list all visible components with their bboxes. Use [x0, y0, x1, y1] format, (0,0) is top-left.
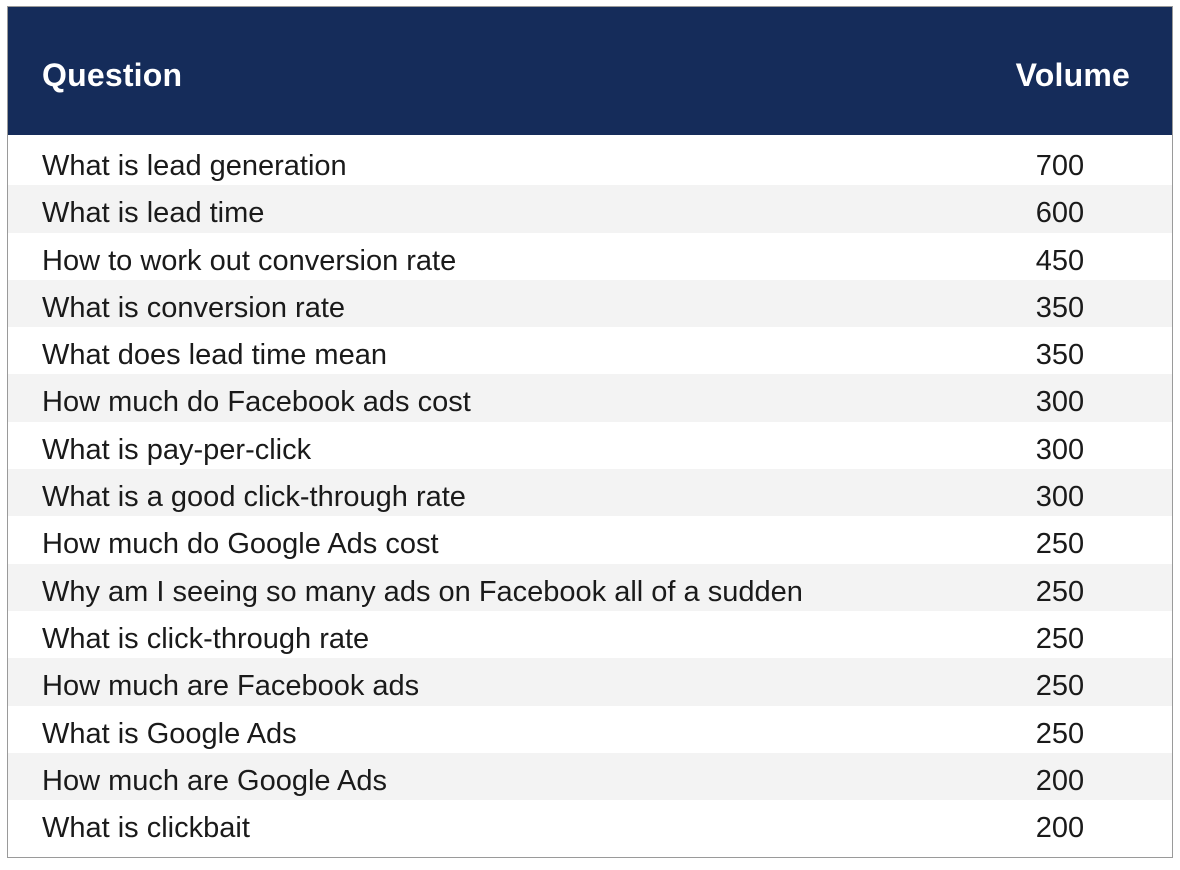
question-cell: How much do Facebook ads cost [42, 386, 471, 419]
column-header-question: Question [42, 57, 183, 93]
volume-cell: 250 [1035, 670, 1085, 703]
question-cell: What is Google Ads [42, 717, 297, 750]
table-header: Question Volume [8, 7, 1172, 135]
question-cell: How to work out conversion rate [42, 244, 457, 277]
volume-cell: 200 [1035, 764, 1085, 797]
volume-cell: 250 [1035, 575, 1085, 608]
table-body: What is lead generation 700 What is lead… [8, 135, 1172, 847]
volume-cell: 350 [1035, 291, 1085, 324]
question-cell: What is pay-per-click [42, 433, 312, 466]
table-row: What is click-through rate 250 [8, 611, 1172, 658]
table-row: What is Google Ads 250 [8, 706, 1172, 753]
table-row: What is lead generation 700 [8, 138, 1172, 185]
question-cell: What does lead time mean [42, 339, 387, 372]
volume-table: Question Volume What is lead generation … [7, 6, 1173, 858]
table-row: What is a good click-through rate 300 [8, 469, 1172, 517]
table-row: How much are Facebook ads 250 [8, 658, 1172, 706]
volume-cell: 300 [1035, 386, 1085, 419]
volume-cell: 200 [1035, 812, 1085, 845]
table-row: What is pay-per-click 300 [8, 422, 1172, 469]
question-cell: How much do Google Ads cost [42, 528, 439, 561]
question-cell: What is a good click-through rate [42, 481, 466, 514]
volume-cell: 250 [1035, 528, 1085, 561]
table-row: Why am I seeing so many ads on Facebook … [8, 563, 1172, 611]
table-row: How much are Google Ads 200 [8, 752, 1172, 801]
volume-cell: 250 [1035, 717, 1085, 750]
table-row: How much do Google Ads cost 250 [8, 516, 1172, 563]
volume-cell: 350 [1035, 339, 1085, 372]
volume-cell: 300 [1035, 481, 1085, 514]
volume-cell: 450 [1035, 244, 1085, 277]
question-cell: How much are Google Ads [42, 764, 387, 797]
table-row: How much do Facebook ads cost 300 [8, 374, 1172, 422]
question-cell: What is clickbait [42, 812, 250, 845]
volume-cell: 700 [1035, 150, 1085, 182]
volume-cell: 600 [1035, 197, 1085, 230]
question-cell: What is conversion rate [42, 291, 346, 324]
column-header-volume: Volume [1015, 57, 1130, 93]
table-row: What is clickbait 200 [8, 800, 1172, 847]
question-cell: Why am I seeing so many ads on Facebook … [42, 575, 803, 608]
table-row: What does lead time mean 350 [8, 327, 1172, 374]
question-cell: What is lead time [42, 197, 265, 230]
volume-cell: 300 [1035, 433, 1085, 466]
table-row: What is lead time 600 [8, 185, 1172, 233]
volume-cell: 250 [1035, 622, 1085, 655]
question-cell: How much are Facebook ads [42, 670, 420, 703]
table-row: What is conversion rate 350 [8, 279, 1172, 328]
table-row: How to work out conversion rate 450 [8, 233, 1172, 280]
question-cell: What is click-through rate [42, 622, 370, 655]
question-cell: What is lead generation [42, 150, 347, 182]
